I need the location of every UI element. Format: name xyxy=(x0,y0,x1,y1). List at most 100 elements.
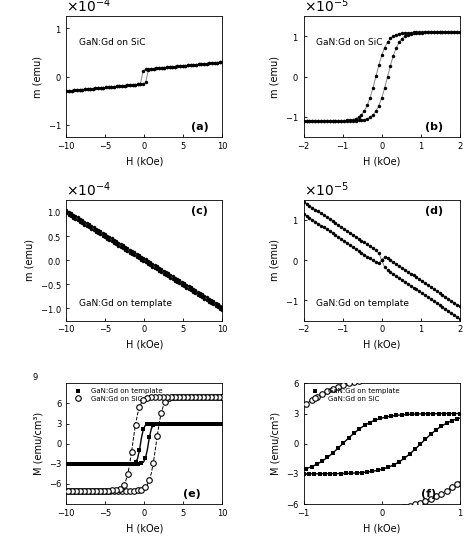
GaN:Gd on SiC xyxy=(87,487,93,494)
GaN:Gd on template xyxy=(370,468,375,474)
Text: (f): (f) xyxy=(421,489,436,499)
GaN:Gd on template xyxy=(206,420,211,427)
GaN:Gd on template xyxy=(306,470,312,477)
GaN:Gd on template xyxy=(359,469,365,476)
GaN:Gd on template xyxy=(412,446,418,453)
GaN:Gd on template xyxy=(198,420,204,427)
GaN:Gd on template xyxy=(444,420,449,427)
GaN:Gd on SiC xyxy=(150,460,156,466)
GaN:Gd on SiC xyxy=(162,399,168,405)
GaN:Gd on SiC xyxy=(186,393,191,400)
GaN:Gd on SiC xyxy=(417,499,423,506)
GaN:Gd on template xyxy=(107,461,113,467)
GaN:Gd on template xyxy=(190,420,196,427)
Text: (e): (e) xyxy=(183,489,201,499)
GaN:Gd on SiC xyxy=(380,507,386,513)
GaN:Gd on template xyxy=(375,467,381,474)
Line: GaN:Gd on template: GaN:Gd on template xyxy=(301,417,459,476)
GaN:Gd on template xyxy=(174,420,180,427)
GaN:Gd on SiC xyxy=(202,393,208,400)
GaN:Gd on template xyxy=(438,423,444,430)
GaN:Gd on template xyxy=(322,470,328,477)
GaN:Gd on SiC xyxy=(348,509,354,516)
GaN:Gd on SiC xyxy=(83,487,89,494)
GaN:Gd on template xyxy=(194,420,200,427)
GaN:Gd on SiC xyxy=(67,487,73,494)
Text: (a): (a) xyxy=(191,122,209,132)
GaN:Gd on template xyxy=(95,461,101,467)
GaN:Gd on SiC xyxy=(306,511,312,517)
Y-axis label: m (emu): m (emu) xyxy=(24,239,34,281)
GaN:Gd on SiC xyxy=(422,498,428,504)
GaN:Gd on SiC xyxy=(75,487,81,494)
X-axis label: H (kOe): H (kOe) xyxy=(126,340,163,350)
Text: (d): (d) xyxy=(426,207,444,216)
GaN:Gd on SiC xyxy=(158,410,164,416)
GaN:Gd on template xyxy=(417,441,423,448)
GaN:Gd on SiC xyxy=(107,487,113,494)
GaN:Gd on SiC xyxy=(412,501,418,507)
Y-axis label: M (emu/cm³): M (emu/cm³) xyxy=(34,412,44,475)
GaN:Gd on template xyxy=(103,461,109,467)
GaN:Gd on template xyxy=(67,461,73,467)
GaN:Gd on SiC xyxy=(79,487,85,494)
GaN:Gd on template xyxy=(146,434,152,441)
Text: 9: 9 xyxy=(32,373,37,382)
GaN:Gd on template xyxy=(182,420,188,427)
GaN:Gd on SiC xyxy=(401,504,407,510)
GaN:Gd on SiC xyxy=(317,511,322,517)
GaN:Gd on SiC xyxy=(135,487,140,494)
GaN:Gd on template xyxy=(317,470,322,477)
GaN:Gd on SiC xyxy=(138,486,144,493)
GaN:Gd on SiC xyxy=(354,509,359,515)
GaN:Gd on template xyxy=(87,461,93,467)
GaN:Gd on template xyxy=(407,451,412,457)
GaN:Gd on SiC xyxy=(311,511,317,517)
GaN:Gd on template xyxy=(301,470,307,477)
GaN:Gd on SiC xyxy=(182,393,188,400)
Legend: GaN:Gd on template, GaN:Gd on SiC: GaN:Gd on template, GaN:Gd on SiC xyxy=(70,387,164,403)
GaN:Gd on SiC xyxy=(301,511,307,517)
GaN:Gd on SiC xyxy=(123,487,128,494)
GaN:Gd on template xyxy=(162,420,168,427)
GaN:Gd on template xyxy=(83,461,89,467)
GaN:Gd on SiC xyxy=(333,510,338,517)
GaN:Gd on SiC xyxy=(72,487,77,494)
GaN:Gd on SiC xyxy=(407,502,412,509)
GaN:Gd on SiC xyxy=(143,484,148,491)
GaN:Gd on SiC xyxy=(343,509,349,516)
GaN:Gd on template xyxy=(365,469,370,475)
GaN:Gd on template xyxy=(135,461,140,467)
GaN:Gd on SiC xyxy=(111,487,117,494)
GaN:Gd on template xyxy=(166,420,172,427)
GaN:Gd on template xyxy=(202,420,208,427)
GaN:Gd on SiC xyxy=(64,487,69,494)
GaN:Gd on SiC xyxy=(95,487,101,494)
GaN:Gd on SiC xyxy=(365,508,370,515)
GaN:Gd on template xyxy=(143,455,148,462)
GaN:Gd on template xyxy=(385,464,391,470)
GaN:Gd on SiC xyxy=(444,487,449,494)
GaN:Gd on template xyxy=(433,427,439,433)
Text: (c): (c) xyxy=(191,207,208,216)
GaN:Gd on template xyxy=(123,461,128,467)
GaN:Gd on SiC xyxy=(99,487,105,494)
GaN:Gd on SiC xyxy=(322,510,328,517)
X-axis label: H (kOe): H (kOe) xyxy=(363,340,401,350)
GaN:Gd on template xyxy=(75,461,81,467)
GaN:Gd on SiC xyxy=(198,393,204,400)
GaN:Gd on SiC xyxy=(115,487,120,494)
GaN:Gd on template xyxy=(115,461,120,467)
GaN:Gd on template xyxy=(218,420,223,427)
GaN:Gd on SiC xyxy=(428,495,434,502)
GaN:Gd on SiC xyxy=(166,395,172,402)
GaN:Gd on SiC xyxy=(391,506,396,512)
X-axis label: H (kOe): H (kOe) xyxy=(126,524,163,533)
GaN:Gd on SiC xyxy=(131,487,137,494)
GaN:Gd on template xyxy=(64,461,69,467)
GaN:Gd on SiC xyxy=(210,393,216,400)
GaN:Gd on template xyxy=(79,461,85,467)
GaN:Gd on template xyxy=(127,461,132,467)
GaN:Gd on SiC xyxy=(338,510,344,517)
Y-axis label: m (emu): m (emu) xyxy=(32,56,42,98)
